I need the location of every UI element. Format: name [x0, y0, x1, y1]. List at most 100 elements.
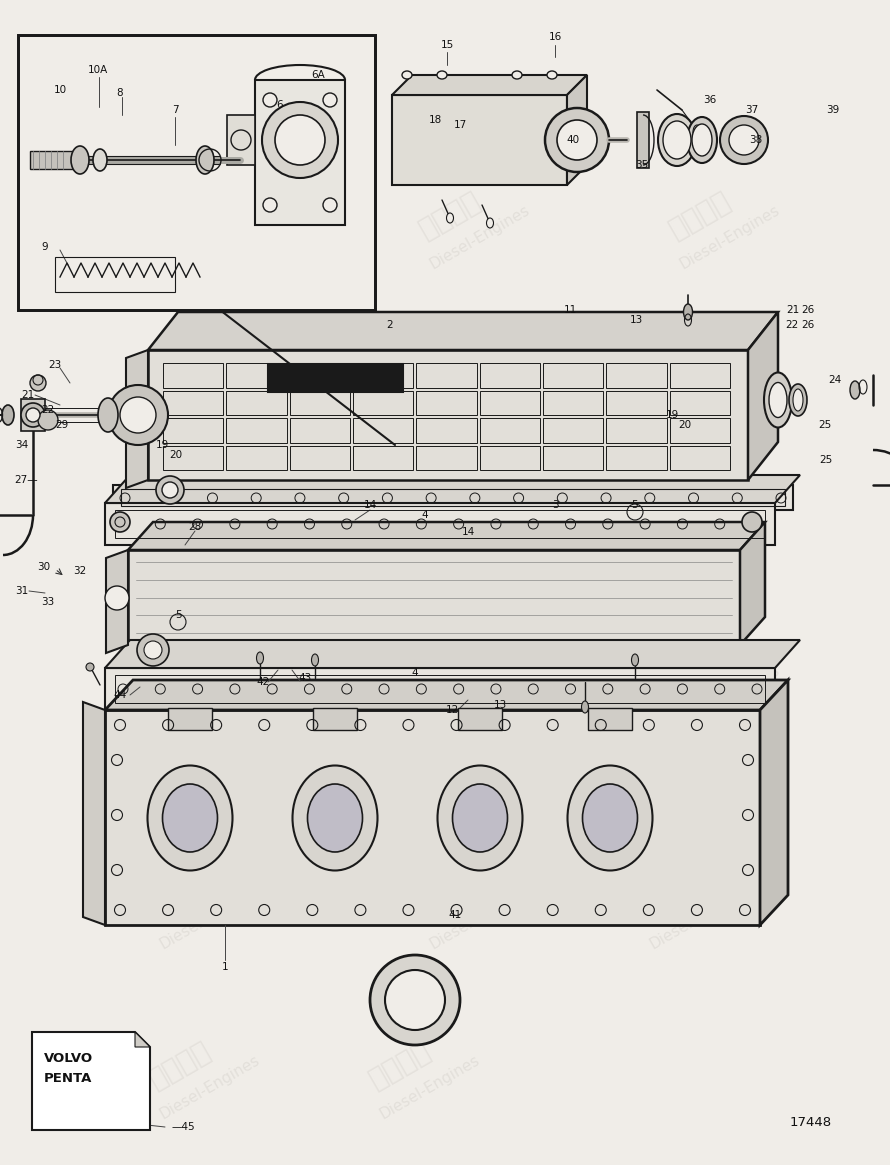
Ellipse shape [2, 405, 14, 425]
Text: 1: 1 [222, 962, 229, 972]
Text: Diesel-Engines: Diesel-Engines [427, 882, 533, 952]
Bar [458, 708, 502, 730]
Text: 柴发动力: 柴发动力 [635, 867, 706, 924]
Ellipse shape [148, 765, 232, 870]
Bar [417, 418, 477, 443]
Ellipse shape [163, 784, 217, 852]
Text: 24: 24 [829, 375, 842, 384]
Polygon shape [148, 312, 778, 350]
Text: 19: 19 [156, 440, 168, 450]
Text: 25: 25 [820, 456, 833, 465]
Circle shape [263, 198, 277, 212]
Circle shape [742, 511, 762, 532]
Bar [606, 363, 667, 388]
Bar [226, 390, 287, 415]
Text: 9: 9 [42, 242, 48, 252]
Bar [417, 363, 477, 388]
Text: 8: 8 [117, 89, 124, 98]
Polygon shape [637, 112, 649, 168]
Text: 28: 28 [189, 522, 202, 532]
Bar [606, 418, 667, 443]
Text: 21: 21 [21, 390, 35, 400]
Bar [163, 445, 223, 469]
Ellipse shape [452, 784, 507, 852]
Ellipse shape [547, 71, 557, 79]
Circle shape [323, 93, 337, 107]
Text: 20: 20 [678, 421, 692, 430]
Text: Diesel-Engines: Diesel-Engines [158, 662, 263, 732]
Bar [226, 445, 287, 469]
Text: Diesel-Engines: Diesel-Engines [427, 432, 533, 502]
Ellipse shape [632, 654, 638, 666]
Text: 17: 17 [453, 120, 466, 130]
Text: 44: 44 [113, 690, 126, 700]
Circle shape [30, 375, 46, 391]
Text: 4: 4 [422, 510, 428, 520]
Circle shape [545, 108, 609, 172]
Text: 42: 42 [256, 677, 270, 687]
Bar [480, 445, 540, 469]
Circle shape [370, 955, 460, 1045]
Ellipse shape [568, 765, 652, 870]
Bar [55, 257, 175, 292]
Bar [226, 418, 287, 443]
Bar [480, 390, 540, 415]
Bar [543, 445, 603, 469]
Ellipse shape [447, 213, 454, 223]
Circle shape [557, 120, 597, 160]
Bar [543, 363, 603, 388]
Text: 柴发动力: 柴发动力 [664, 186, 736, 243]
Polygon shape [106, 550, 128, 654]
Text: 26: 26 [801, 305, 814, 315]
Text: 23: 23 [48, 360, 61, 370]
Text: 40: 40 [566, 135, 579, 144]
Text: 柴发动力: 柴发动力 [144, 1036, 215, 1094]
Ellipse shape [71, 146, 89, 174]
Circle shape [729, 125, 759, 155]
Ellipse shape [98, 398, 118, 432]
Text: Diesel-Engines: Diesel-Engines [677, 662, 782, 732]
Text: Diesel-Engines: Diesel-Engines [677, 432, 782, 502]
Text: Diesel-Engines: Diesel-Engines [158, 432, 263, 502]
Circle shape [105, 586, 129, 610]
Ellipse shape [692, 123, 712, 156]
Bar [113, 485, 793, 510]
Polygon shape [105, 668, 775, 709]
Circle shape [275, 115, 325, 165]
Ellipse shape [293, 765, 377, 870]
Text: 14: 14 [363, 500, 376, 510]
Circle shape [38, 410, 58, 430]
Bar [115, 510, 765, 538]
Text: 11: 11 [563, 305, 577, 315]
Text: 33: 33 [41, 596, 54, 607]
Polygon shape [128, 522, 765, 550]
Text: 柴发动力: 柴发动力 [414, 416, 486, 474]
Bar [543, 390, 603, 415]
Bar [480, 418, 540, 443]
Ellipse shape [487, 218, 493, 228]
Bar [543, 418, 603, 443]
Text: PENTA: PENTA [44, 1072, 93, 1085]
Bar [353, 363, 413, 388]
Bar [606, 445, 667, 469]
Text: 32: 32 [73, 566, 86, 576]
Text: 5: 5 [632, 500, 638, 510]
Circle shape [144, 641, 162, 659]
Bar [30, 151, 75, 169]
Bar [417, 445, 477, 469]
Text: 25: 25 [819, 421, 831, 430]
Circle shape [26, 408, 40, 422]
Polygon shape [255, 80, 345, 225]
Polygon shape [105, 640, 800, 668]
Polygon shape [227, 115, 255, 165]
Ellipse shape [312, 654, 319, 666]
Text: 26: 26 [801, 320, 814, 330]
Bar [417, 390, 477, 415]
Bar [669, 363, 730, 388]
Ellipse shape [687, 116, 717, 163]
Circle shape [323, 198, 337, 212]
Circle shape [137, 634, 169, 666]
Text: Diesel-Engines: Diesel-Engines [677, 203, 782, 271]
Text: Diesel-Engines: Diesel-Engines [427, 662, 533, 732]
Bar [18, 35, 375, 310]
